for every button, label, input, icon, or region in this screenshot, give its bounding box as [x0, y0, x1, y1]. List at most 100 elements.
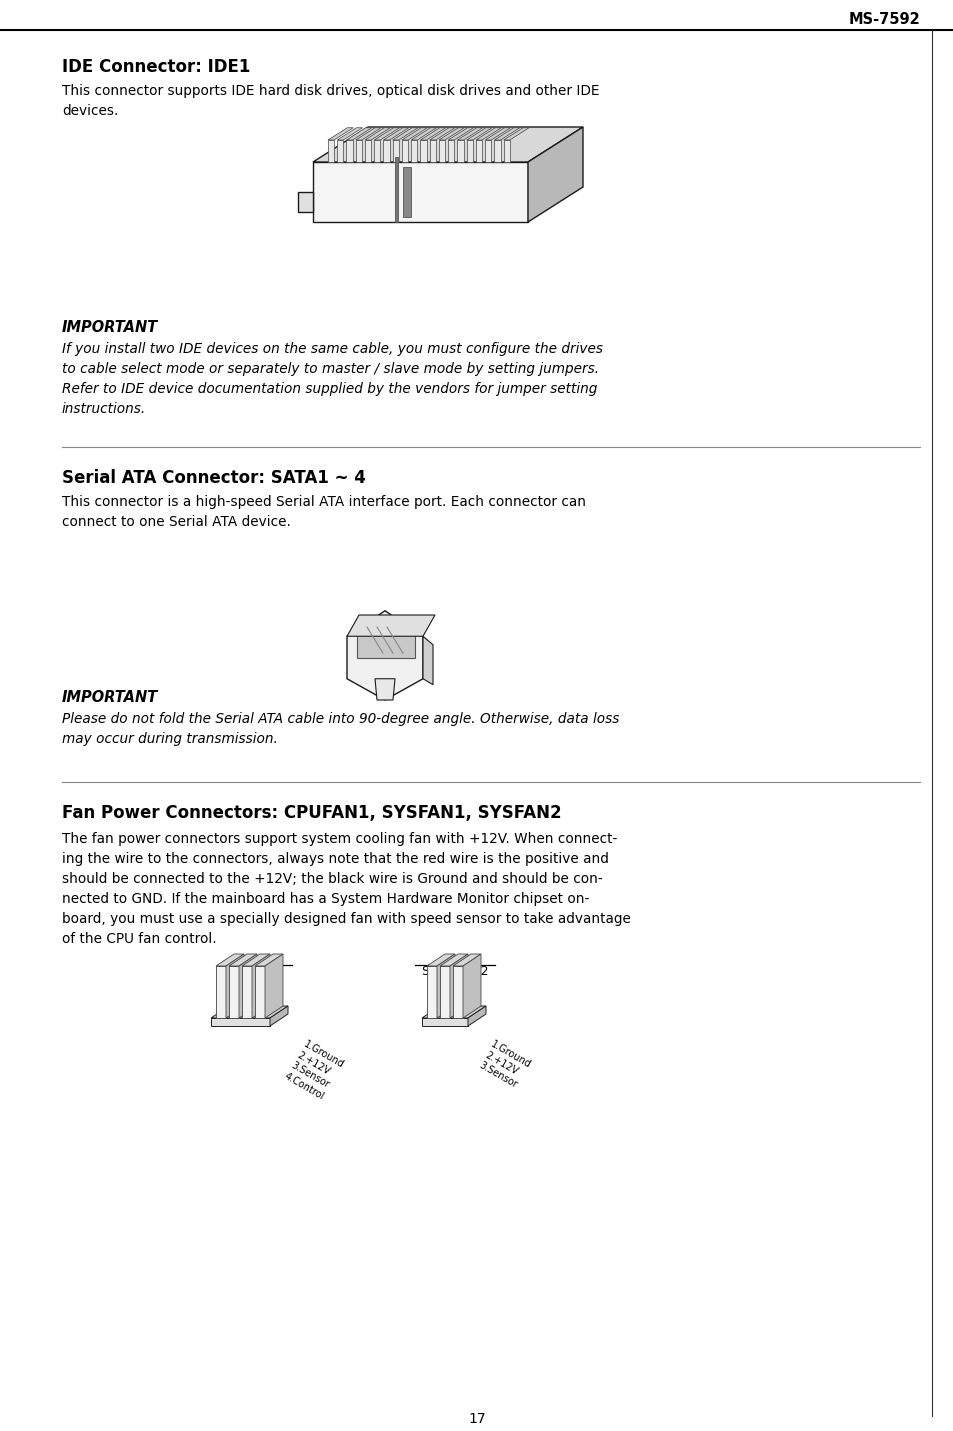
Polygon shape: [383, 127, 408, 140]
Polygon shape: [527, 127, 582, 222]
Polygon shape: [448, 127, 473, 140]
Polygon shape: [494, 140, 500, 162]
Polygon shape: [374, 140, 380, 162]
Polygon shape: [453, 954, 480, 966]
Polygon shape: [355, 127, 380, 140]
Polygon shape: [383, 140, 389, 162]
Polygon shape: [254, 966, 265, 1017]
Polygon shape: [453, 966, 462, 1017]
Text: ing the wire to the connectors, always note that the red wire is the positive an: ing the wire to the connectors, always n…: [62, 851, 608, 866]
Polygon shape: [211, 1006, 288, 1017]
Polygon shape: [401, 127, 427, 140]
Polygon shape: [466, 127, 492, 140]
Polygon shape: [457, 127, 482, 140]
Polygon shape: [466, 140, 473, 162]
Polygon shape: [242, 966, 252, 1017]
Polygon shape: [411, 140, 416, 162]
Polygon shape: [476, 140, 481, 162]
Polygon shape: [450, 954, 468, 1017]
Polygon shape: [254, 954, 283, 966]
Polygon shape: [365, 127, 390, 140]
Polygon shape: [421, 1006, 485, 1017]
Polygon shape: [347, 615, 435, 637]
Text: Serial ATA Connector: SATA1 ~ 4: Serial ATA Connector: SATA1 ~ 4: [62, 469, 366, 487]
Polygon shape: [422, 637, 433, 684]
Polygon shape: [337, 140, 343, 162]
Polygon shape: [494, 127, 519, 140]
Polygon shape: [439, 954, 468, 966]
Text: devices.: devices.: [62, 104, 118, 117]
Polygon shape: [476, 127, 500, 140]
Polygon shape: [436, 954, 455, 1017]
Polygon shape: [365, 140, 371, 162]
Text: 1.Ground
2.+12V
3.Sensor: 1.Ground 2.+12V 3.Sensor: [476, 1039, 533, 1092]
Polygon shape: [468, 1006, 485, 1026]
Polygon shape: [427, 966, 436, 1017]
Text: Fan Power Connectors: CPUFAN1, SYSFAN1, SYSFAN2: Fan Power Connectors: CPUFAN1, SYSFAN1, …: [62, 804, 561, 821]
Polygon shape: [226, 954, 244, 1017]
Polygon shape: [393, 140, 398, 162]
Text: MS-7592: MS-7592: [847, 13, 919, 27]
Polygon shape: [265, 954, 283, 1017]
Polygon shape: [229, 954, 256, 966]
Polygon shape: [297, 192, 313, 212]
Polygon shape: [448, 140, 454, 162]
Polygon shape: [239, 954, 256, 1017]
Text: to cable select mode or separately to master / slave mode by setting jumpers.: to cable select mode or separately to ma…: [62, 362, 598, 376]
Polygon shape: [313, 127, 582, 162]
Polygon shape: [346, 140, 353, 162]
Text: of the CPU fan control.: of the CPU fan control.: [62, 932, 216, 946]
Polygon shape: [347, 611, 422, 700]
Polygon shape: [485, 140, 491, 162]
Polygon shape: [252, 954, 270, 1017]
Polygon shape: [346, 127, 372, 140]
Polygon shape: [503, 127, 529, 140]
Text: CPUFAN1: CPUFAN1: [226, 964, 283, 977]
Polygon shape: [375, 678, 395, 700]
Text: If you install two IDE devices on the same cable, you must configure the drives: If you install two IDE devices on the sa…: [62, 342, 602, 356]
Text: connect to one Serial ATA device.: connect to one Serial ATA device.: [62, 515, 291, 529]
Polygon shape: [420, 140, 426, 162]
Text: IMPORTANT: IMPORTANT: [62, 321, 158, 335]
Text: This connector is a high-speed Serial ATA interface port. Each connector can: This connector is a high-speed Serial AT…: [62, 495, 585, 509]
Polygon shape: [337, 127, 362, 140]
Polygon shape: [313, 162, 527, 222]
Polygon shape: [374, 127, 399, 140]
Text: This connector supports IDE hard disk drives, optical disk drives and other IDE: This connector supports IDE hard disk dr…: [62, 84, 598, 97]
Polygon shape: [427, 954, 455, 966]
Polygon shape: [485, 127, 510, 140]
Polygon shape: [270, 1006, 288, 1026]
Text: The fan power connectors support system cooling fan with +12V. When connect-: The fan power connectors support system …: [62, 831, 617, 846]
Text: Refer to IDE device documentation supplied by the vendors for jumper setting: Refer to IDE device documentation suppli…: [62, 382, 597, 396]
Polygon shape: [328, 140, 334, 162]
Polygon shape: [355, 140, 361, 162]
Polygon shape: [356, 622, 415, 657]
Polygon shape: [211, 1017, 270, 1026]
Text: 1.Ground
2.+12V
3.Sensor
4.Control: 1.Ground 2.+12V 3.Sensor 4.Control: [283, 1039, 345, 1102]
Polygon shape: [411, 127, 436, 140]
Polygon shape: [215, 966, 226, 1017]
Polygon shape: [462, 954, 480, 1017]
Polygon shape: [420, 127, 445, 140]
Text: IMPORTANT: IMPORTANT: [62, 690, 158, 705]
Text: instructions.: instructions.: [62, 402, 146, 416]
Polygon shape: [403, 167, 411, 218]
Polygon shape: [503, 140, 509, 162]
Text: Please do not fold the Serial ATA cable into 90-degree angle. Otherwise, data lo: Please do not fold the Serial ATA cable …: [62, 713, 618, 726]
Polygon shape: [457, 140, 463, 162]
Polygon shape: [421, 1017, 468, 1026]
Polygon shape: [328, 127, 353, 140]
Polygon shape: [393, 127, 417, 140]
Polygon shape: [229, 966, 239, 1017]
Text: 17: 17: [468, 1412, 485, 1427]
Polygon shape: [438, 127, 464, 140]
Text: should be connected to the +12V; the black wire is Ground and should be con-: should be connected to the +12V; the bla…: [62, 871, 602, 886]
Polygon shape: [429, 140, 436, 162]
Polygon shape: [429, 127, 455, 140]
Polygon shape: [242, 954, 270, 966]
Polygon shape: [395, 157, 397, 222]
Text: may occur during transmission.: may occur during transmission.: [62, 733, 277, 746]
Polygon shape: [401, 140, 408, 162]
Polygon shape: [215, 954, 244, 966]
Text: nected to GND. If the mainboard has a System Hardware Monitor chipset on-: nected to GND. If the mainboard has a Sy…: [62, 892, 589, 906]
